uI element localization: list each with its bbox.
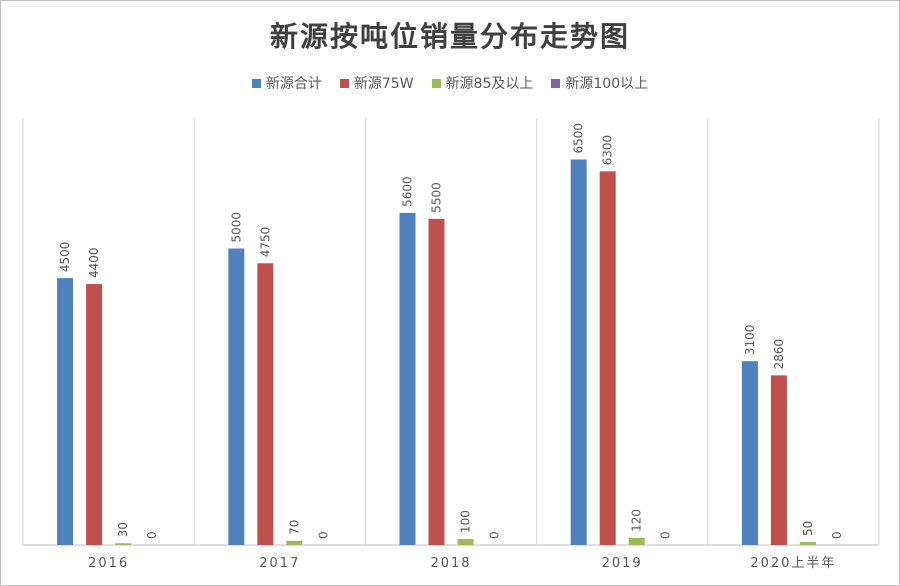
legend-label-total: 新源合计 xyxy=(265,76,322,92)
bar-1-2019 xyxy=(599,171,616,545)
data-label: 2860 xyxy=(772,339,786,370)
data-label: 0 xyxy=(830,531,844,539)
legend-label-85-plus: 新源85及以上 xyxy=(445,76,534,92)
bar-1-2017 xyxy=(257,263,274,545)
x-tick-label: 2016 xyxy=(88,556,129,571)
legend-item-85-plus[interactable]: 新源85及以上 xyxy=(431,73,534,93)
x-tick-label: 2019 xyxy=(602,556,643,571)
data-label: 0 xyxy=(488,531,502,539)
data-label: 4400 xyxy=(87,248,101,279)
legend-swatch-75w xyxy=(339,78,349,88)
x-tick-label: 2020上半年 xyxy=(750,556,836,571)
bar-1-2016 xyxy=(86,284,103,545)
x-tick-label: 2017 xyxy=(259,556,300,571)
legend-item-100-plus[interactable]: 新源100以上 xyxy=(551,73,648,93)
data-label: 5500 xyxy=(430,182,444,213)
data-label: 70 xyxy=(287,520,301,535)
bar-1-2020上半年 xyxy=(770,375,787,545)
data-label: 6300 xyxy=(601,135,615,166)
legend-label-75w: 新源75W xyxy=(353,76,414,92)
legend-item-75w[interactable]: 新源75W xyxy=(339,73,414,93)
bar-0-2018 xyxy=(399,212,416,545)
data-label: 120 xyxy=(630,509,644,532)
bar-2-2019 xyxy=(628,537,645,545)
data-label: 4750 xyxy=(258,227,272,258)
bar-2-2016 xyxy=(115,543,132,545)
legend-swatch-100-plus xyxy=(551,78,561,88)
bar-2-2018 xyxy=(457,539,474,545)
data-label: 30 xyxy=(116,522,130,537)
data-label: 50 xyxy=(801,521,815,536)
legend-label-100-plus: 新源100以上 xyxy=(565,76,649,92)
legend: 新源合计 新源75W 新源85及以上 新源100以上 xyxy=(1,73,899,93)
legend-swatch-total xyxy=(251,78,261,88)
bar-0-2016 xyxy=(57,278,74,545)
data-label: 0 xyxy=(145,531,159,539)
data-label: 100 xyxy=(459,510,473,533)
legend-swatch-85-plus xyxy=(431,78,441,88)
data-label: 0 xyxy=(659,531,673,539)
data-label: 5000 xyxy=(229,212,243,243)
chart-title: 新源按吨位销量分布走势图 xyxy=(269,20,630,53)
bar-0-2017 xyxy=(228,248,245,545)
bar-0-2020上半年 xyxy=(741,361,758,545)
bar-1-2018 xyxy=(428,218,445,545)
bar-0-2019 xyxy=(570,159,587,545)
data-label: 0 xyxy=(316,531,330,539)
data-label: 5600 xyxy=(401,176,415,207)
legend-item-total[interactable]: 新源合计 xyxy=(251,73,322,93)
x-tick-label: 2018 xyxy=(430,556,471,571)
bar-2-2017 xyxy=(286,540,303,545)
data-label: 4500 xyxy=(58,242,72,273)
data-label: 3100 xyxy=(743,325,757,356)
bar-2-2020上半年 xyxy=(799,542,816,545)
data-label: 6500 xyxy=(572,123,586,154)
